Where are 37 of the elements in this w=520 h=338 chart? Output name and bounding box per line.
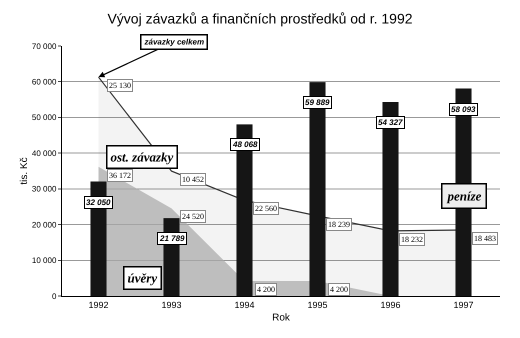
x-tick-label: 1994 [234,300,255,310]
y-tick-label: 40 000 [32,148,57,158]
series-label: úvěry [128,270,158,286]
data-label: 10 452 [182,175,204,184]
data-label: 36 172 [109,171,131,180]
data-label: 21 789 [159,234,186,243]
y-axis-title: tis. Kč [18,157,30,185]
data-label: 24 520 [182,212,204,221]
chart-title: Vývoj závazků a finančních prostředků od r. 1992 [107,10,413,26]
y-tick-label: 70 000 [32,42,57,51]
series-label: peníze [446,188,482,204]
data-label: 18 232 [401,235,423,244]
data-label: 18 483 [474,234,496,243]
y-tick-label: 20 000 [32,220,57,230]
data-label: 4 200 [330,285,348,294]
data-label: 18 239 [328,220,350,229]
data-label: 22 560 [255,204,277,213]
data-label: 48 068 [232,140,258,149]
y-tick-label: 10 000 [32,256,57,266]
x-tick-label: 1992 [88,300,109,310]
data-label: 54 327 [378,118,404,127]
data-label: 59 889 [305,98,330,107]
y-tick-label: 60 000 [32,78,57,87]
data-label: 32 050 [86,198,112,207]
annotation: závazky celkem [144,38,204,46]
x-axis-title: Rok [272,312,291,324]
y-tick-label: 0 [52,292,57,301]
x-tick-label: 1997 [453,300,474,310]
data-label: 58 093 [451,105,476,114]
x-tick-label: 1996 [380,300,401,310]
series-label: ost. závazky [110,150,174,164]
x-tick-label: 1995 [307,300,328,310]
data-label: 4 200 [257,285,275,294]
y-tick-label: 50 000 [32,113,57,122]
x-tick-label: 1993 [161,300,182,310]
data-label: 25 130 [109,81,131,90]
y-tick-label: 30 000 [32,184,57,194]
